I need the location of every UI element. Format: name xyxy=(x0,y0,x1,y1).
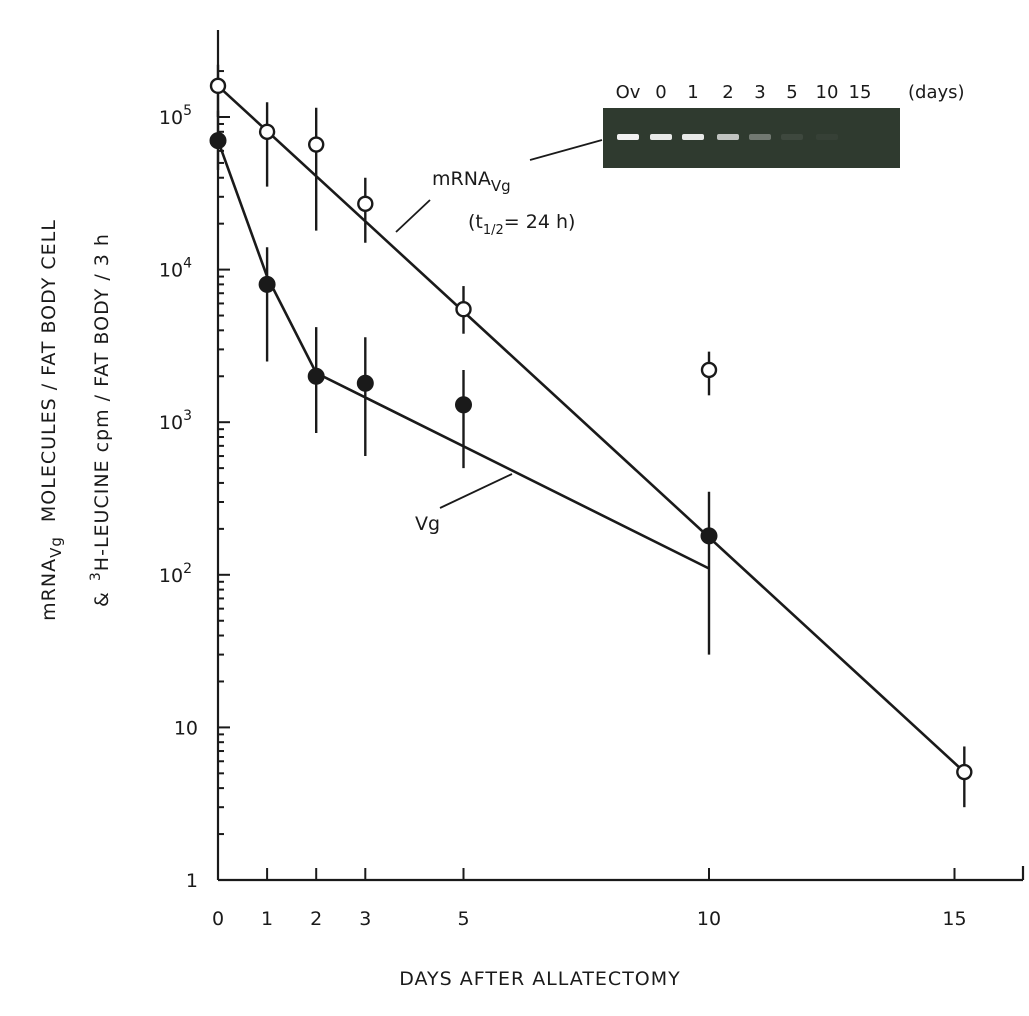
gel-band xyxy=(749,134,771,140)
data-point-vg xyxy=(455,396,472,414)
y-title-ampersand: & xyxy=(91,591,113,607)
data-point-vg xyxy=(307,367,325,385)
data-point-mrna xyxy=(700,361,718,379)
mrna-series-label: mRNAVg xyxy=(432,168,511,195)
gel-lane-label: 10 xyxy=(816,82,839,103)
data-point-mrna xyxy=(209,77,227,95)
gel-unit-label: (days) xyxy=(908,82,965,103)
y-tick-exponent: 5 xyxy=(183,103,192,119)
x-tick-label: 0 xyxy=(212,908,224,930)
x-tick-label: 5 xyxy=(457,908,469,930)
fit-line-mrna xyxy=(217,84,966,773)
y-title-sup: 3 xyxy=(88,571,104,581)
gel-lane-label: 15 xyxy=(849,82,872,103)
half-life-open: (t xyxy=(468,211,483,233)
y-title-mrna-sub: Vg xyxy=(47,536,65,558)
y-tick-exponent: 3 xyxy=(183,408,192,424)
gel-lane-label: 5 xyxy=(786,82,797,103)
fit-lines xyxy=(216,84,966,773)
gel-inset: Ov 0 1 2 3 5 10 15 xyxy=(603,82,900,168)
x-axis-title: DAYS AFTER ALLATECTOMY xyxy=(399,968,681,990)
vg-label-leader xyxy=(439,473,513,509)
data-point-mrna xyxy=(258,123,276,140)
y-tick-label: 102 xyxy=(159,561,192,587)
half-life-label: (t1/2= 24 h) xyxy=(468,211,575,238)
y-tick-exponent: 4 xyxy=(183,256,192,272)
mrna-label-sub: Vg xyxy=(491,177,511,195)
data-point-mrna xyxy=(956,763,973,781)
y-axis-title-line1: mRNAVg MOLECULES / FAT BODY CELL xyxy=(38,219,65,621)
gel-band xyxy=(682,134,704,140)
half-life-rest: = 24 h) xyxy=(504,211,576,233)
y-tick-label: 104 xyxy=(159,256,192,282)
y-title-molecules: MOLECULES / FAT BODY CELL xyxy=(38,219,60,522)
data-point-mrna xyxy=(308,136,325,153)
y-tick-base: 10 xyxy=(159,260,183,282)
y-tick-label: 105 xyxy=(159,103,192,129)
gel-lane-label: 1 xyxy=(687,82,698,103)
half-life-sub: 1/2 xyxy=(483,223,504,238)
mrna-label-main: mRNA xyxy=(432,168,491,190)
y-title-leucine: H-LEUCINE cpm / FAT BODY / 3 h xyxy=(91,233,113,571)
x-tick-label: 1 xyxy=(261,908,273,930)
y-tick-base: 10 xyxy=(159,412,183,434)
y-tick-base: 10 xyxy=(159,107,183,129)
y-title-mrna: mRNA xyxy=(38,558,60,621)
gel-lane-label: Ov xyxy=(616,82,641,103)
y-tick-exponent: 2 xyxy=(183,561,192,577)
y-tick-label: 10 xyxy=(174,717,198,739)
data-point-vg xyxy=(356,374,374,392)
gel-band xyxy=(717,134,739,140)
data-point-vg xyxy=(700,527,718,545)
gel-lane-label: 0 xyxy=(655,82,666,103)
y-axis-title-line2: & 3H-LEUCINE cpm / FAT BODY / 3 h xyxy=(88,233,113,607)
gel-band xyxy=(617,134,639,140)
gel-band xyxy=(781,134,803,140)
data-point-vg xyxy=(258,275,276,293)
y-tick-label: 103 xyxy=(159,408,192,434)
x-tick-label: 2 xyxy=(310,908,322,930)
x-tick-label: 15 xyxy=(942,908,966,930)
y-tick-base: 10 xyxy=(159,565,183,587)
data-point-mrna xyxy=(455,301,472,318)
gel-pointer-line xyxy=(529,139,603,161)
mrna-label-leader xyxy=(395,199,431,233)
data-points xyxy=(209,64,973,808)
x-tick-label: 3 xyxy=(359,908,371,930)
y-tick-label: 1 xyxy=(186,870,198,892)
gel-lane-label: 2 xyxy=(722,82,733,103)
gel-band xyxy=(650,134,672,140)
gel-band xyxy=(816,134,838,140)
fit-line-vg xyxy=(216,140,710,570)
x-tick-label: 10 xyxy=(697,908,721,930)
data-point-mrna xyxy=(357,195,374,212)
vg-series-label: Vg xyxy=(415,513,440,535)
data-point-vg xyxy=(209,132,227,150)
gel-lane-label: 3 xyxy=(754,82,765,103)
